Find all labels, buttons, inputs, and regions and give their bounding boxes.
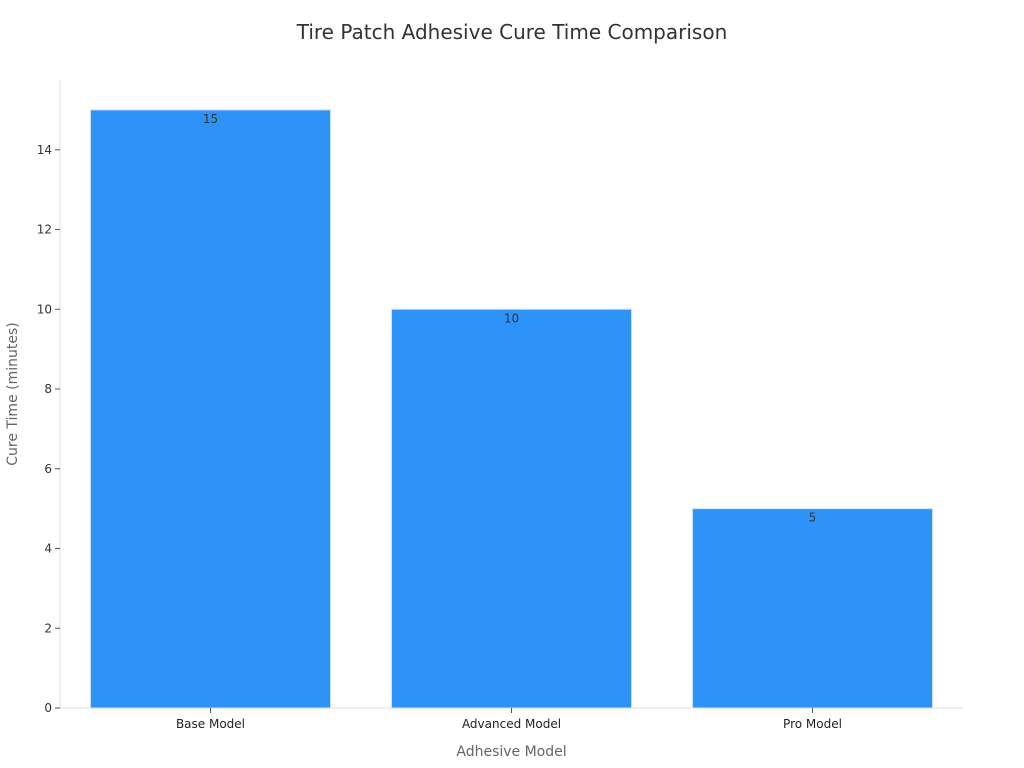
bar-pro-model <box>692 508 933 709</box>
y-axis-label: Cure Time (minutes) <box>5 322 21 465</box>
y-tick-label: 6 <box>44 462 52 476</box>
y-tick-label: 8 <box>44 382 52 396</box>
x-tick-label: Base Model <box>176 717 245 731</box>
data-label: 10 <box>504 311 519 325</box>
y-tick-label: 0 <box>44 701 52 715</box>
data-label: 15 <box>203 112 218 126</box>
bar-advanced-model <box>391 308 632 709</box>
bar-base-model <box>90 109 331 709</box>
y-tick-label: 2 <box>44 621 52 635</box>
y-tick-label: 10 <box>37 302 52 316</box>
data-label: 5 <box>809 511 817 525</box>
chart-title: Tire Patch Adhesive Cure Time Comparison <box>296 20 728 44</box>
x-axis-label: Adhesive Model <box>456 744 566 760</box>
y-tick-label: 14 <box>37 143 52 157</box>
y-tick-label: 12 <box>37 223 52 237</box>
x-tick-label: Advanced Model <box>462 717 561 731</box>
x-tick-label: Pro Model <box>783 717 842 731</box>
y-tick-label: 4 <box>44 542 52 556</box>
